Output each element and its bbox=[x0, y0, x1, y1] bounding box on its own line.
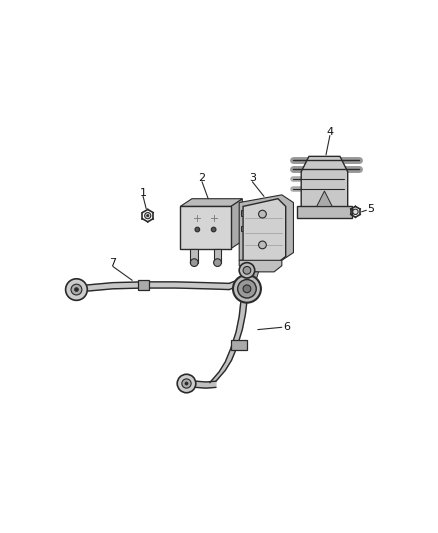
Circle shape bbox=[185, 382, 188, 385]
Polygon shape bbox=[191, 379, 216, 388]
Polygon shape bbox=[180, 199, 242, 206]
Text: 5: 5 bbox=[367, 204, 374, 214]
Circle shape bbox=[195, 227, 200, 232]
Circle shape bbox=[74, 288, 78, 292]
Bar bbox=[241, 210, 247, 216]
Polygon shape bbox=[301, 156, 348, 218]
Circle shape bbox=[239, 263, 255, 278]
Text: 7: 7 bbox=[110, 257, 117, 268]
Circle shape bbox=[353, 209, 358, 214]
Bar bbox=[214, 249, 221, 263]
Polygon shape bbox=[210, 301, 247, 383]
Bar bbox=[191, 249, 198, 263]
Text: 6: 6 bbox=[284, 322, 291, 332]
Circle shape bbox=[191, 259, 198, 266]
Circle shape bbox=[258, 210, 266, 218]
Bar bbox=[180, 206, 231, 249]
Circle shape bbox=[233, 275, 261, 303]
Polygon shape bbox=[239, 195, 293, 260]
Polygon shape bbox=[297, 206, 352, 218]
Circle shape bbox=[66, 279, 87, 301]
Circle shape bbox=[177, 374, 196, 393]
Text: 2: 2 bbox=[198, 173, 205, 183]
Circle shape bbox=[214, 259, 221, 266]
Polygon shape bbox=[243, 199, 286, 263]
Text: 4: 4 bbox=[326, 127, 333, 137]
Polygon shape bbox=[317, 191, 332, 206]
Circle shape bbox=[238, 280, 256, 298]
Polygon shape bbox=[231, 199, 242, 249]
Text: 3: 3 bbox=[249, 173, 256, 183]
Polygon shape bbox=[229, 268, 247, 289]
Circle shape bbox=[147, 214, 149, 217]
Circle shape bbox=[243, 266, 251, 274]
Circle shape bbox=[243, 285, 251, 293]
Circle shape bbox=[258, 241, 266, 249]
Bar bbox=[241, 225, 247, 231]
Bar bbox=[231, 340, 247, 350]
Polygon shape bbox=[251, 272, 258, 280]
Polygon shape bbox=[87, 282, 229, 291]
Bar bbox=[138, 280, 149, 290]
Text: 1: 1 bbox=[140, 188, 147, 198]
Circle shape bbox=[211, 227, 216, 232]
Polygon shape bbox=[239, 260, 282, 272]
Circle shape bbox=[145, 213, 151, 219]
Circle shape bbox=[71, 284, 82, 295]
Circle shape bbox=[182, 379, 191, 388]
